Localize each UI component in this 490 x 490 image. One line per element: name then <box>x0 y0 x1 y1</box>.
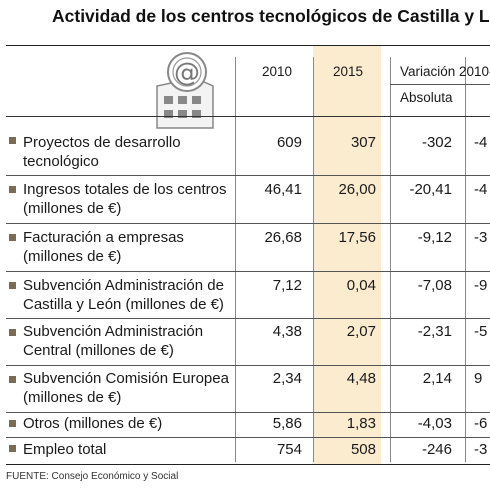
value-absolute: -302 <box>421 134 452 151</box>
row-divider <box>6 223 490 224</box>
source-note: FUENTE: Consejo Económico y Social <box>6 471 179 482</box>
svg-text:@: @ <box>174 58 200 88</box>
value-2010: 2,34 <box>272 370 302 387</box>
row-bullet <box>9 234 16 241</box>
row-divider <box>6 412 490 413</box>
row-bullet <box>9 329 16 336</box>
row-bullet <box>9 282 16 289</box>
header-2015: 2015 <box>333 64 364 79</box>
value-absolute: -246 <box>421 441 452 458</box>
row-label: Subvención Administración Central (millo… <box>23 323 204 359</box>
row-label: Empleo total <box>23 441 107 458</box>
column-divider <box>465 57 466 462</box>
row-divider <box>6 318 490 319</box>
row-bullet <box>9 137 16 144</box>
value-absolute: -7,08 <box>417 277 452 294</box>
value-2010: 5,86 <box>272 415 302 432</box>
row-bullet <box>9 420 16 427</box>
value-2015: 2,07 <box>346 323 376 340</box>
value-2015: 17,56 <box>338 229 376 246</box>
value-percent: -4 <box>474 134 488 151</box>
subheader-rule <box>390 84 490 85</box>
row-divider <box>6 365 490 366</box>
highlight-column-2015 <box>313 46 381 464</box>
value-percent: -9 <box>474 277 488 294</box>
value-percent: 9 <box>474 370 483 387</box>
row-bullet <box>9 186 16 193</box>
value-2010: 46,41 <box>264 181 302 198</box>
value-percent: -4 <box>474 181 488 198</box>
value-absolute: -4,03 <box>417 415 452 432</box>
value-percent: -3 <box>474 229 488 246</box>
header-2010: 2010 <box>262 64 293 79</box>
row-label: Subvención Administración de Castilla y … <box>23 277 224 313</box>
row-bullet <box>9 376 16 383</box>
row-label: Ingresos totales de los centros (millone… <box>23 181 227 217</box>
column-divider <box>390 57 391 462</box>
value-percent: -3 <box>474 441 488 458</box>
value-2015: 1,83 <box>346 415 376 432</box>
row-divider <box>6 271 490 272</box>
value-2015: 307 <box>350 134 376 151</box>
header-variation: Variación 2010- <box>400 64 490 79</box>
row-label: Otros (millones de €) <box>23 415 163 432</box>
value-2015: 0,04 <box>346 277 376 294</box>
row-divider <box>6 437 490 438</box>
value-percent: -6 <box>474 415 488 432</box>
value-2015: 26,00 <box>338 181 376 198</box>
row-divider <box>6 175 490 176</box>
column-divider <box>313 57 314 462</box>
value-2010: 26,68 <box>264 229 302 246</box>
page-title: Actividad de los centros tecnológicos de… <box>52 6 490 26</box>
row-label: Subvención Comisión Europea (millones de… <box>23 370 229 406</box>
row-label: Proyectos de desarrollo tecnológico <box>23 134 181 170</box>
value-2010: 4,38 <box>272 323 302 340</box>
value-percent: -5 <box>474 323 488 340</box>
value-2010: 7,12 <box>272 277 302 294</box>
column-divider <box>235 57 236 462</box>
value-absolute: -2,31 <box>417 323 452 340</box>
top-rule <box>6 45 490 46</box>
building-at-icon: @ <box>156 52 214 129</box>
row-label: Facturación a empresas (millones de €) <box>23 229 184 265</box>
row-bullet <box>9 445 16 452</box>
value-2015: 4,48 <box>346 370 376 387</box>
bottom-rule <box>6 464 490 465</box>
value-2010: 609 <box>276 134 302 151</box>
value-absolute: -20,41 <box>409 181 452 198</box>
value-absolute: 2,14 <box>422 370 452 387</box>
header-absolute: Absoluta <box>400 90 453 105</box>
header-rule <box>6 116 490 117</box>
value-2015: 508 <box>350 441 376 458</box>
value-absolute: -9,12 <box>417 229 452 246</box>
value-2010: 754 <box>276 441 302 458</box>
